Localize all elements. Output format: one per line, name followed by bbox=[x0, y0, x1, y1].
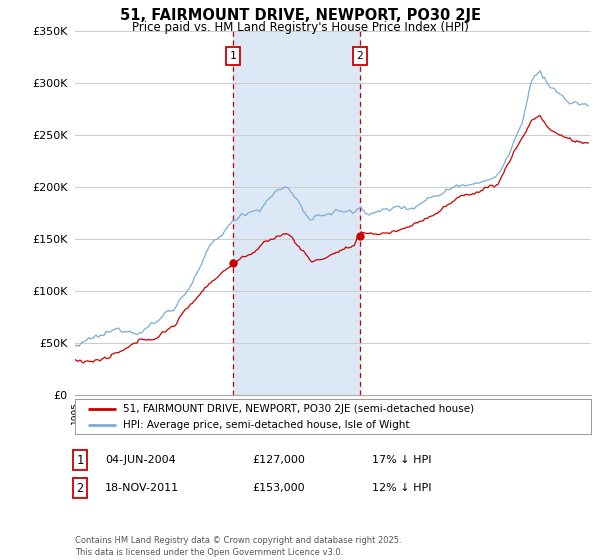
Text: 12% ↓ HPI: 12% ↓ HPI bbox=[372, 483, 431, 493]
Text: £153,000: £153,000 bbox=[252, 483, 305, 493]
Text: 1: 1 bbox=[76, 454, 83, 467]
Bar bbox=[233, 31, 360, 395]
Text: 2: 2 bbox=[76, 482, 83, 495]
Text: HPI: Average price, semi-detached house, Isle of Wight: HPI: Average price, semi-detached house,… bbox=[123, 420, 409, 430]
Text: 18-NOV-2011: 18-NOV-2011 bbox=[105, 483, 179, 493]
Text: 51, FAIRMOUNT DRIVE, NEWPORT, PO30 2JE: 51, FAIRMOUNT DRIVE, NEWPORT, PO30 2JE bbox=[119, 8, 481, 24]
Text: 51, FAIRMOUNT DRIVE, NEWPORT, PO30 2JE (semi-detached house): 51, FAIRMOUNT DRIVE, NEWPORT, PO30 2JE (… bbox=[123, 404, 474, 414]
Text: 04-JUN-2004: 04-JUN-2004 bbox=[105, 455, 176, 465]
Text: 2: 2 bbox=[356, 52, 363, 61]
Text: Price paid vs. HM Land Registry's House Price Index (HPI): Price paid vs. HM Land Registry's House … bbox=[131, 21, 469, 34]
Text: 17% ↓ HPI: 17% ↓ HPI bbox=[372, 455, 431, 465]
Text: £127,000: £127,000 bbox=[252, 455, 305, 465]
Text: 1: 1 bbox=[230, 52, 236, 61]
Text: Contains HM Land Registry data © Crown copyright and database right 2025.
This d: Contains HM Land Registry data © Crown c… bbox=[75, 536, 401, 557]
